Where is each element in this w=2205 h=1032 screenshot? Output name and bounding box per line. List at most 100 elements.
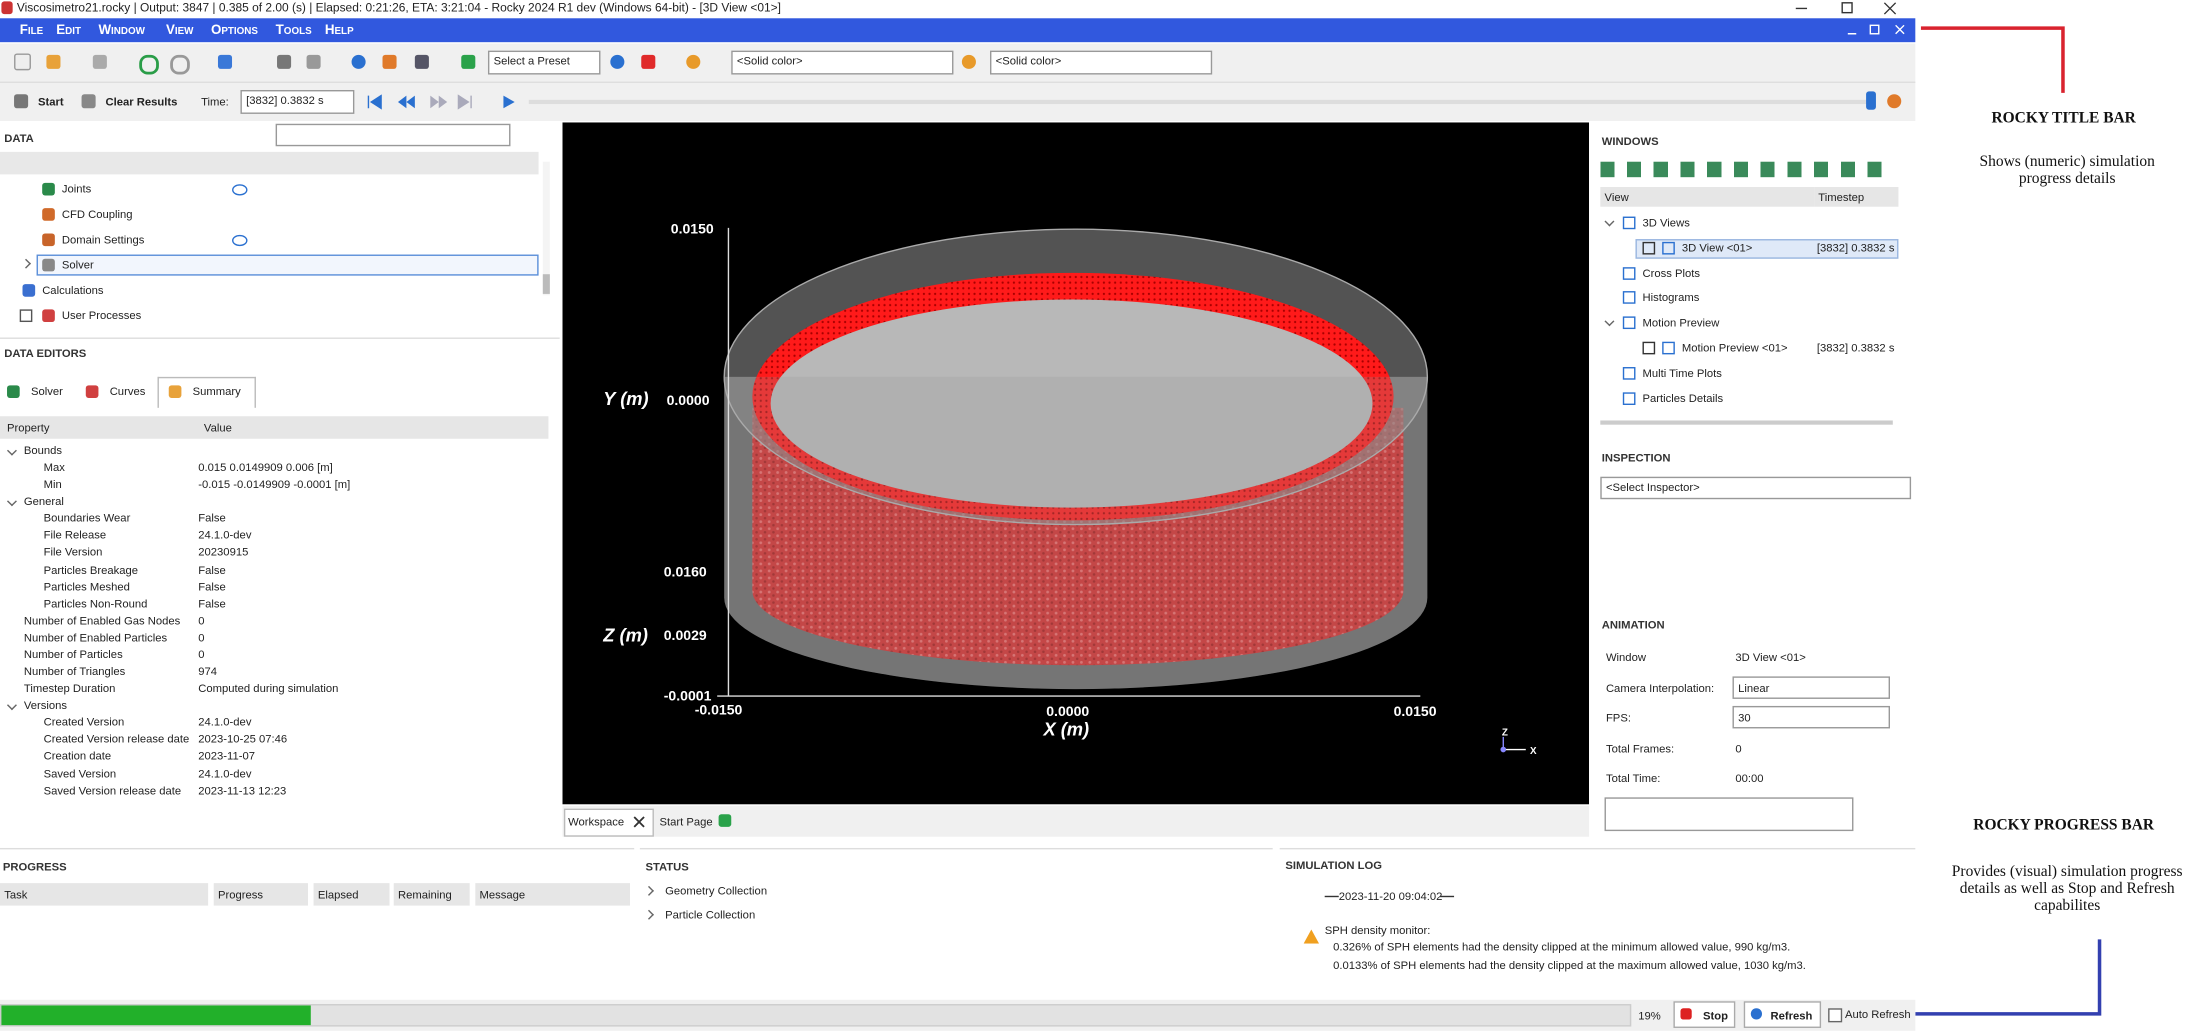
tree-item[interactable]: User Processes bbox=[62, 309, 141, 322]
checkbox[interactable] bbox=[1643, 342, 1656, 355]
dock-icon[interactable] bbox=[1887, 94, 1901, 108]
scroll-thumb[interactable] bbox=[543, 274, 550, 294]
status-item[interactable]: Particle Collection bbox=[665, 908, 755, 921]
new-icon[interactable] bbox=[14, 53, 31, 70]
triad-label: X bbox=[1530, 746, 1537, 757]
search-box[interactable] bbox=[276, 124, 511, 147]
view-item[interactable]: Motion Preview bbox=[1643, 317, 1720, 330]
undo-icon[interactable] bbox=[139, 55, 159, 75]
visibility-icon[interactable] bbox=[232, 235, 247, 246]
expander[interactable] bbox=[1604, 217, 1614, 227]
delete-icon[interactable] bbox=[641, 55, 655, 69]
settings-icon[interactable] bbox=[307, 55, 321, 69]
checkbox[interactable] bbox=[1828, 1008, 1842, 1022]
stop-button[interactable]: Stop bbox=[1673, 1001, 1735, 1028]
tree-item[interactable]: Solver bbox=[62, 258, 94, 271]
menu-item[interactable]: Window bbox=[98, 23, 145, 38]
time-slider[interactable] bbox=[529, 100, 1872, 104]
reload-icon[interactable] bbox=[610, 55, 624, 69]
start-icon[interactable] bbox=[14, 94, 28, 108]
tree-item[interactable]: Joints bbox=[62, 183, 91, 196]
3d-viewport[interactable]: 0.0150 0.0000 0.0160 0.0029 -0.0001 -0.0… bbox=[563, 122, 1590, 804]
refresh-icon[interactable] bbox=[352, 55, 366, 69]
checkbox[interactable] bbox=[1643, 242, 1656, 255]
time-select[interactable]: [3832] 0.3832 s bbox=[240, 90, 354, 114]
view-item[interactable]: Multi Time Plots bbox=[1643, 367, 1722, 380]
color-select[interactable]: <Solid color> bbox=[731, 51, 953, 75]
refresh-button[interactable]: Refresh bbox=[1744, 1001, 1821, 1028]
view-item[interactable]: 3D Views bbox=[1643, 217, 1690, 230]
view-item[interactable]: 3D View <01> bbox=[1682, 242, 1752, 255]
expander[interactable] bbox=[7, 446, 17, 456]
tab-label[interactable]: Start Page bbox=[660, 816, 713, 829]
preset-select[interactable]: Select a Preset bbox=[488, 51, 601, 75]
tab-label[interactable]: Summary bbox=[193, 385, 241, 398]
menu-item[interactable]: Help bbox=[325, 23, 354, 38]
property-value: 2023-11-13 12:23 bbox=[198, 784, 286, 797]
checkbox[interactable] bbox=[20, 309, 33, 322]
clear-icon[interactable] bbox=[82, 94, 96, 108]
selected-row[interactable] bbox=[37, 255, 539, 276]
tab-label[interactable]: Workspace bbox=[568, 816, 624, 829]
visibility-icon[interactable] bbox=[232, 184, 247, 195]
scrollbar[interactable] bbox=[1600, 420, 1893, 424]
expander[interactable] bbox=[644, 886, 654, 896]
property-value: Computed during simulation bbox=[198, 682, 338, 695]
menu-item[interactable]: Options bbox=[211, 23, 258, 38]
new-tab-icon[interactable] bbox=[719, 814, 732, 827]
save-icon[interactable] bbox=[93, 55, 107, 69]
field-input[interactable]: 30 bbox=[1733, 706, 1891, 729]
preview-box[interactable] bbox=[1605, 797, 1854, 831]
add-icon[interactable] bbox=[461, 55, 475, 69]
color-icon[interactable] bbox=[686, 55, 700, 69]
open-icon[interactable] bbox=[46, 55, 60, 69]
redo-icon[interactable] bbox=[170, 55, 190, 75]
checkbox-label[interactable]: Auto Refresh bbox=[1845, 1008, 1911, 1021]
view-item[interactable]: Cross Plots bbox=[1643, 267, 1701, 280]
view-item[interactable]: Particles Details bbox=[1643, 392, 1724, 405]
menu-item[interactable]: View bbox=[166, 23, 194, 38]
property-label: Particles Breakage bbox=[44, 563, 138, 576]
color-select[interactable]: <Solid color> bbox=[990, 51, 1212, 75]
clear-button[interactable]: Clear Results bbox=[105, 96, 177, 109]
property-label: Timestep Duration bbox=[24, 682, 115, 695]
close-icon[interactable] bbox=[633, 816, 646, 829]
start-button[interactable]: Start bbox=[38, 96, 64, 109]
tab-icon bbox=[86, 385, 99, 398]
geometry-icon[interactable] bbox=[383, 55, 397, 69]
view-item[interactable]: Motion Preview <01> bbox=[1682, 342, 1788, 355]
inspector-select[interactable]: <Select Inspector> bbox=[1600, 477, 1911, 500]
window-controls[interactable] bbox=[1786, 0, 1915, 17]
expander[interactable] bbox=[21, 259, 31, 269]
layout-icon[interactable] bbox=[218, 55, 232, 69]
tree-item[interactable]: CFD Coupling bbox=[62, 208, 133, 221]
expander[interactable] bbox=[7, 701, 17, 711]
tree-item[interactable]: Domain Settings bbox=[62, 233, 145, 246]
windows-toolbar[interactable] bbox=[1600, 162, 1881, 177]
field-input[interactable]: Linear bbox=[1733, 676, 1891, 699]
tab-label[interactable]: Solver bbox=[31, 385, 63, 398]
mdi-controls[interactable] bbox=[1842, 23, 1912, 38]
property-label: General bbox=[24, 495, 64, 508]
settings-icon[interactable] bbox=[277, 55, 291, 69]
axis-title: Z (m) bbox=[602, 624, 648, 645]
menu-item[interactable]: Tools bbox=[276, 23, 312, 38]
playback-controls[interactable] bbox=[363, 91, 518, 112]
simulation-log-panel: SIMULATION LOG 2023-11-20 09:04:02 SPH d… bbox=[1280, 848, 1916, 998]
workspace-tabs: Workspace Start Page bbox=[563, 806, 1590, 837]
expander[interactable] bbox=[1604, 317, 1614, 327]
tree-item[interactable]: Calculations bbox=[42, 283, 103, 296]
menu-item[interactable]: File bbox=[20, 23, 43, 38]
button-label[interactable]: Refresh bbox=[1770, 1010, 1812, 1023]
button-label[interactable]: Stop bbox=[1703, 1010, 1728, 1023]
view-item[interactable]: Histograms bbox=[1643, 292, 1700, 305]
slider-handle[interactable] bbox=[1866, 91, 1876, 109]
status-item[interactable]: Geometry Collection bbox=[665, 885, 767, 898]
menu-item[interactable]: Edit bbox=[56, 23, 81, 38]
scrollbar[interactable] bbox=[543, 162, 550, 296]
tab-label[interactable]: Curves bbox=[110, 385, 146, 398]
expander[interactable] bbox=[7, 497, 17, 507]
color-icon[interactable] bbox=[962, 55, 976, 69]
expander[interactable] bbox=[644, 910, 654, 920]
module-icon[interactable] bbox=[415, 55, 429, 69]
